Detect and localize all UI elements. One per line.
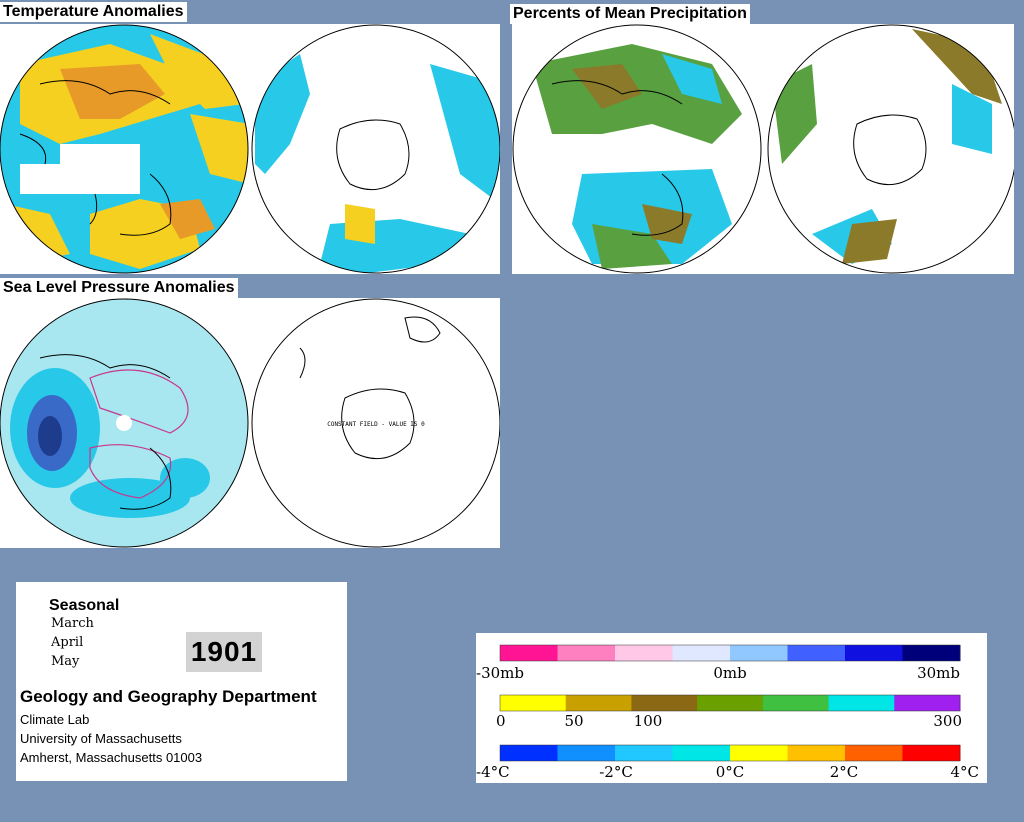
precipitation-southern-hemisphere-map <box>768 25 1014 273</box>
precipitation-panel-title: Percents of Mean Precipitation <box>510 4 750 24</box>
pressure-tick-label: 30mb <box>917 664 960 682</box>
pressure-swatch <box>787 645 846 661</box>
pressure-swatch <box>615 645 673 661</box>
info-box: Seasonal March April May 1901 Geology an… <box>16 582 347 781</box>
temperature-colorbar: -4°C -2°C 0°C 2°C 4°C <box>476 744 979 781</box>
pressure-swatch <box>730 645 788 661</box>
temperature-panel-title: Temperature Anomalies <box>0 2 187 22</box>
precipitation-tick-label: 100 <box>634 712 663 730</box>
temperature-tick-label: 2°C <box>830 763 859 781</box>
pressure-swatch <box>500 645 558 661</box>
pressure-colorbar: -30mb 0mb 30mb <box>476 644 961 682</box>
temperature-swatch <box>672 745 731 761</box>
precipitation-panel <box>512 24 1014 274</box>
temperature-swatch <box>730 745 788 761</box>
pressure-tick-label: 0mb <box>713 664 746 682</box>
temperature-tick-label: -2°C <box>599 763 633 781</box>
temperature-swatch <box>615 745 673 761</box>
temperature-swatch <box>500 745 558 761</box>
temperature-tick-label: -4°C <box>476 763 510 781</box>
pressure-swatch <box>557 645 616 661</box>
pressure-panel-title: Sea Level Pressure Anomalies <box>0 278 238 298</box>
precipitation-tick-label: 300 <box>933 712 962 730</box>
pressure-swatch <box>845 645 903 661</box>
precipitation-swatch <box>500 695 567 711</box>
month-label: March <box>51 616 94 631</box>
pressure-swatch <box>672 645 731 661</box>
month-label: April <box>51 635 84 650</box>
month-label: May <box>51 654 80 669</box>
lab-label: Climate Lab <box>20 712 90 727</box>
temperature-southern-hemisphere-map <box>252 25 500 273</box>
temperature-border <box>499 744 961 762</box>
period-type-label: Seasonal <box>49 597 120 614</box>
precipitation-tick-label: 50 <box>564 712 583 730</box>
precipitation-swatch <box>828 695 895 711</box>
precipitation-northern-hemisphere-map <box>513 25 761 273</box>
precipitation-swatch <box>631 695 698 711</box>
year-display: 1901 <box>186 632 262 672</box>
temperature-swatch <box>902 745 961 761</box>
temperature-northern-hemisphere-map <box>0 25 248 273</box>
pressure-swatch <box>902 645 961 661</box>
temperature-tick-label: 0°C <box>716 763 745 781</box>
temperature-anomalies-panel <box>0 24 500 274</box>
temperature-swatch <box>557 745 616 761</box>
precipitation-tick-label: 0 <box>496 712 506 730</box>
pressure-tick-label: -30mb <box>476 664 524 682</box>
pressure-border <box>499 644 961 662</box>
university-label: University of Massachusetts <box>20 731 182 746</box>
precipitation-swatch <box>697 695 764 711</box>
pressure-southern-hemisphere-map: CONSTANT FIELD - VALUE IS 0 <box>299 316 441 460</box>
department-label: Geology and Geography Department <box>20 687 317 706</box>
precipitation-border <box>499 694 961 712</box>
temperature-swatch <box>845 745 903 761</box>
precipitation-swatch <box>565 695 632 711</box>
constant-field-note: CONSTANT FIELD - VALUE IS 0 <box>327 421 425 428</box>
pressure-northern-hemisphere-map <box>0 299 248 547</box>
color-legend: -30mb 0mb 30mb 0 50 100 300 -4°C -2°C 0°… <box>476 633 987 783</box>
precipitation-swatch <box>894 695 961 711</box>
precipitation-colorbar: 0 50 100 300 <box>496 694 962 730</box>
temperature-swatch <box>787 745 846 761</box>
temperature-tick-label: 4°C <box>950 763 979 781</box>
address-label: Amherst, Massachusetts 01003 <box>20 750 203 765</box>
precipitation-swatch <box>762 695 830 711</box>
pressure-anomalies-panel: CONSTANT FIELD - VALUE IS 0 <box>0 298 500 548</box>
